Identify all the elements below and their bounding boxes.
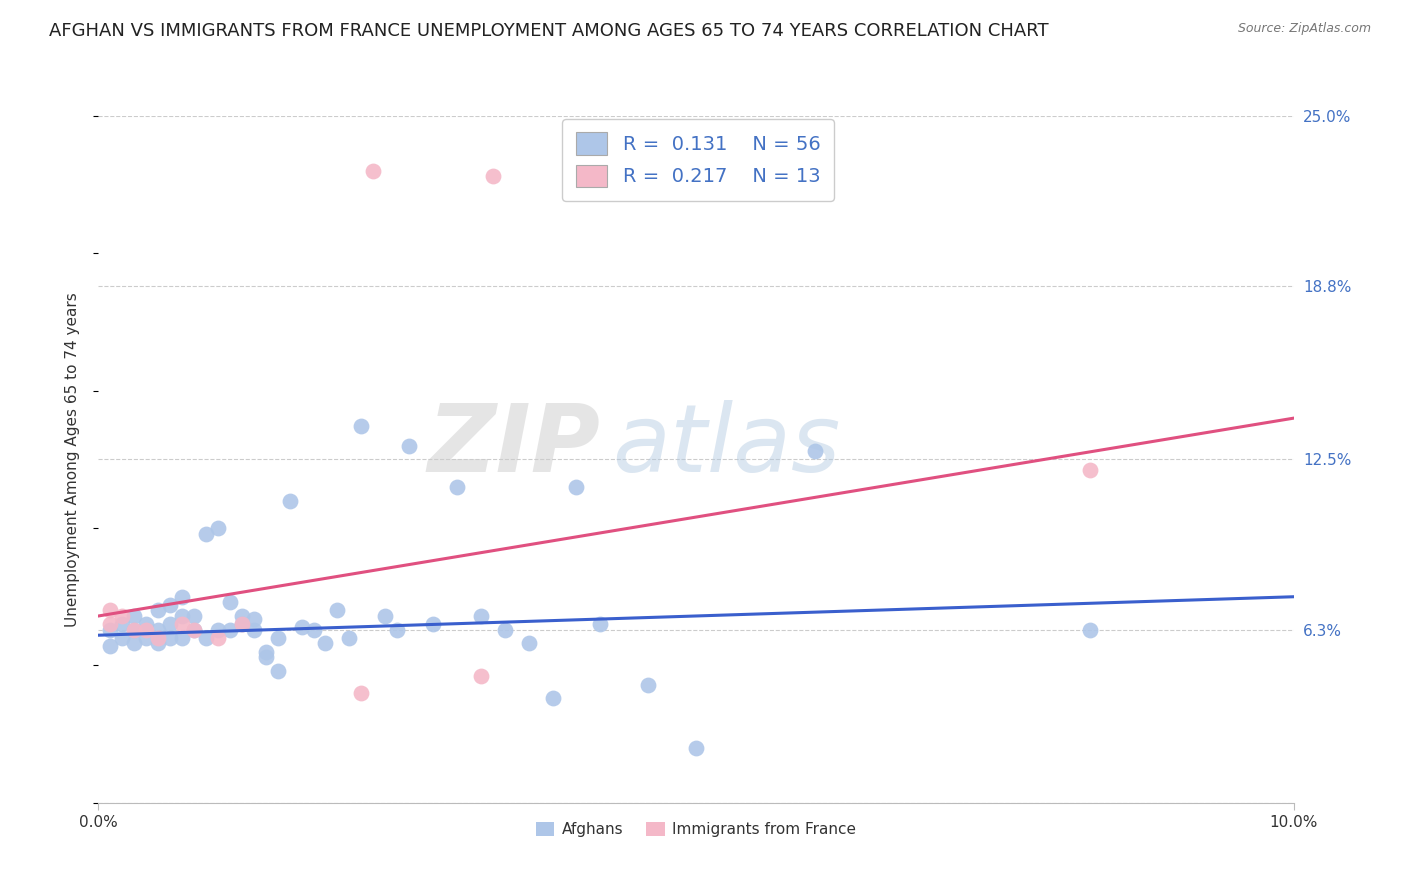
Point	[172, 631, 194, 645]
Y-axis label: Unemployment Among Ages 65 to 74 years: Unemployment Among Ages 65 to 74 years	[65, 292, 80, 627]
Point	[231, 609, 253, 624]
Point	[231, 617, 253, 632]
Point	[98, 623, 122, 637]
Point	[219, 623, 242, 637]
Point	[135, 617, 157, 632]
Point	[231, 617, 253, 632]
Point	[124, 623, 146, 637]
Point	[183, 623, 205, 637]
Point	[422, 617, 444, 632]
Point	[159, 598, 181, 612]
Point	[494, 623, 516, 637]
Point	[482, 169, 505, 184]
Point	[207, 623, 229, 637]
Point	[243, 623, 266, 637]
Point	[195, 526, 218, 541]
Point	[363, 164, 385, 178]
Point	[385, 623, 409, 637]
Point	[183, 623, 205, 637]
Point	[517, 636, 540, 650]
Point	[148, 636, 170, 650]
Point	[446, 480, 468, 494]
Point	[804, 444, 827, 458]
Point	[124, 636, 146, 650]
Point	[254, 645, 277, 659]
Point	[159, 617, 181, 632]
Point	[315, 636, 337, 650]
Point	[267, 664, 290, 678]
Text: AFGHAN VS IMMIGRANTS FROM FRANCE UNEMPLOYMENT AMONG AGES 65 TO 74 YEARS CORRELAT: AFGHAN VS IMMIGRANTS FROM FRANCE UNEMPLO…	[49, 22, 1049, 40]
Point	[374, 609, 396, 624]
Point	[111, 617, 134, 632]
Point	[291, 620, 314, 634]
Point	[1080, 623, 1102, 637]
Point	[302, 623, 325, 637]
Point	[278, 493, 301, 508]
Point	[148, 603, 170, 617]
Point	[148, 623, 170, 637]
Point	[267, 631, 290, 645]
Point	[159, 631, 181, 645]
Point	[470, 669, 492, 683]
Point	[98, 617, 122, 632]
Legend: Afghans, Immigrants from France: Afghans, Immigrants from France	[530, 816, 862, 843]
Text: ZIP: ZIP	[427, 400, 600, 491]
Point	[350, 686, 373, 700]
Point	[637, 678, 659, 692]
Point	[541, 691, 564, 706]
Text: atlas: atlas	[613, 401, 841, 491]
Point	[207, 521, 229, 535]
Point	[172, 590, 194, 604]
Point	[350, 419, 373, 434]
Point	[111, 609, 134, 624]
Point	[219, 595, 242, 609]
Point	[124, 609, 146, 624]
Point	[135, 623, 157, 637]
Point	[148, 631, 170, 645]
Point	[183, 609, 205, 624]
Point	[98, 603, 122, 617]
Point	[111, 631, 134, 645]
Point	[685, 740, 707, 755]
Point	[254, 650, 277, 665]
Point	[470, 609, 492, 624]
Point	[207, 631, 229, 645]
Point	[172, 617, 194, 632]
Point	[195, 631, 218, 645]
Point	[565, 480, 588, 494]
Point	[172, 609, 194, 624]
Point	[339, 631, 361, 645]
Point	[243, 612, 266, 626]
Text: Source: ZipAtlas.com: Source: ZipAtlas.com	[1237, 22, 1371, 36]
Point	[1080, 463, 1102, 477]
Point	[398, 439, 420, 453]
Point	[589, 617, 612, 632]
Point	[98, 639, 122, 653]
Point	[124, 623, 146, 637]
Point	[135, 631, 157, 645]
Point	[326, 603, 349, 617]
